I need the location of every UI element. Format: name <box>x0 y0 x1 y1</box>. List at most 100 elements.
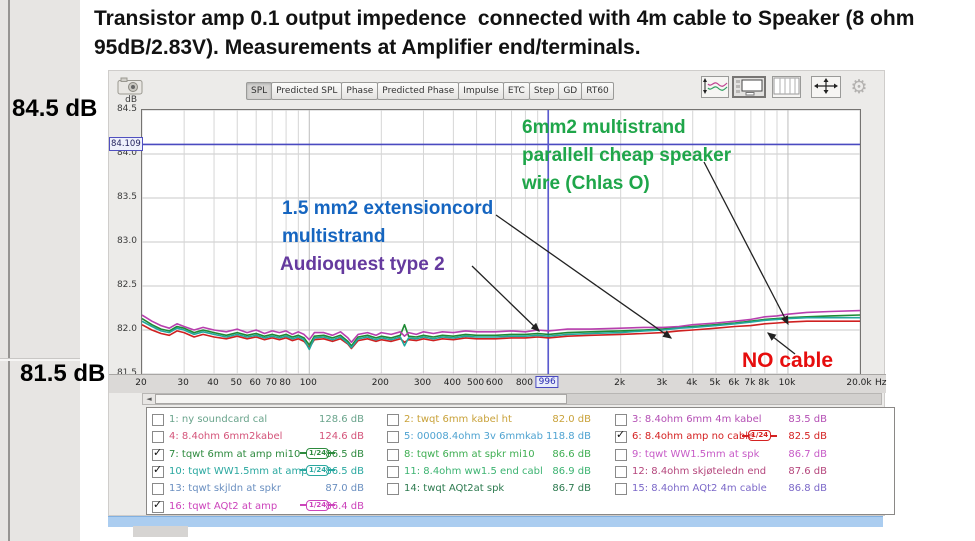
legend-item-12: 12: 8.4ohm skjøteledn end 87.6 dB <box>615 465 827 479</box>
legend-checkbox-9[interactable] <box>615 448 627 461</box>
x-tick-300: 300 <box>413 378 432 388</box>
legend-checkbox-2[interactable] <box>387 414 399 426</box>
y-axis-unit: dB <box>125 95 137 105</box>
legend-value: 83.5 dB <box>788 414 827 425</box>
legend-value: 86.5 dB <box>325 465 364 477</box>
checkmark-icon: ✓ <box>153 445 163 459</box>
graph-tab-bar: SPL Predicted SPL Phase Predicted Phase Impu… <box>246 78 614 100</box>
tab-impulse[interactable]: Impulse <box>458 82 504 100</box>
window-layout-icon[interactable] <box>732 76 766 98</box>
legend-label: 16: tqwt AQt2 at amp <box>169 500 278 512</box>
tab-predicted-phase[interactable]: Predicted Phase <box>377 82 460 100</box>
scrollbar-thumb[interactable] <box>155 394 567 404</box>
slide-title-line1: Transistor amp 0.1 output impedence conn… <box>94 7 915 30</box>
legend-item-14: 14: twqt AQt2at spk 86.7 dB <box>387 482 591 496</box>
y-tick-83.0: 83.0 <box>116 236 137 246</box>
annotation-text-4: NO cable <box>742 349 834 372</box>
legend-value: 118.8 dB <box>545 431 591 443</box>
x-tick-20.0k: 20.0k <box>846 378 872 388</box>
legend-label: 13: tqwt skjldn at spkr <box>169 483 281 495</box>
legend-checkbox-14[interactable] <box>387 483 399 496</box>
outer-bottom-scrollbar[interactable] <box>108 516 883 527</box>
legend-item-5: 5: 00008.4ohm 3v 6mmkab 118.8 dB <box>387 430 591 444</box>
legend-checkbox-12[interactable] <box>615 465 627 478</box>
x-tick-400: 400 <box>443 378 461 388</box>
left-gutter-panel <box>0 0 80 541</box>
legend-item-3: 3: 8.4ohm 6mm 4m kabel 83.5 dB <box>615 413 827 427</box>
legend-value: 86.4 dB <box>325 500 364 512</box>
smoothing-badge[interactable]: 1/24 <box>300 464 336 476</box>
x-tick-80: 80 <box>279 378 291 388</box>
tab-etc[interactable]: ETC <box>502 82 530 100</box>
legend-value: 86.9 dB <box>552 465 591 477</box>
pan-icon[interactable] <box>811 76 841 98</box>
tab-predicted-spl[interactable]: Predicted SPL <box>271 82 343 100</box>
tab-phase[interactable]: Phase <box>341 82 379 100</box>
camera-glyph <box>117 77 143 95</box>
legend-item-8: 8: tqwt 6mm at spkr mi10 86.6 dB <box>387 448 591 462</box>
legend-checkbox-3[interactable] <box>615 414 627 426</box>
x-tick-70: 70 <box>265 378 277 388</box>
slide-title-line2: 95dB/2.83V). Measurements at Amplifier e… <box>94 36 641 59</box>
y-tick-81.5: 81.5 <box>116 368 137 378</box>
x-tick-3k: 3k <box>656 378 668 388</box>
trace-controls-icon[interactable] <box>701 76 729 98</box>
trace-10 <box>141 316 860 351</box>
legend-item-9: 9: tqwt WW1.5mm at spk 86.7 dB <box>615 448 827 462</box>
legend-checkbox-8[interactable] <box>387 448 399 461</box>
plot-canvas <box>141 109 861 375</box>
legend-item-10: ✓ 10: tqwt WW1.5mm at amp 1/24 86.5 dB <box>152 463 364 479</box>
legend-item-4: 4: 8.4ohm 6mm2kabel 124.6 dB <box>152 430 364 444</box>
checkmark-icon: ✓ <box>153 497 163 511</box>
x-tick-20: 20 <box>135 378 147 388</box>
legend-value: 86.8 dB <box>788 483 827 495</box>
spl-plot[interactable]: 6mm2 multistrand parallell cheap speaker w… <box>141 109 861 375</box>
legend-item-16: ✓ 16: tqwt AQt2 at amp 1/24 86.4 dB <box>152 497 364 514</box>
horizontal-scrollbar[interactable]: ◄ <box>142 393 882 405</box>
legend-checkbox-11[interactable] <box>387 465 399 478</box>
legend-checkbox-4[interactable] <box>152 431 164 444</box>
level-marker-readout: 84.109 <box>109 137 143 151</box>
legend-label: 4: 8.4ohm 6mm2kabel <box>169 431 283 443</box>
legend-label: 3: 8.4ohm 6mm 4m kabel <box>632 414 762 425</box>
legend-checkbox-13[interactable] <box>152 483 164 496</box>
grid-icon[interactable] <box>772 76 801 98</box>
annotation-text-2: 1.5 mm2 extensioncord multistrand <box>282 198 494 247</box>
y-tick-82.5: 82.5 <box>116 280 137 290</box>
legend-item-15: 15: 8.4ohm AQt2 4m cable 86.8 dB <box>615 482 827 496</box>
settings-gear-icon[interactable]: ⚙ <box>848 76 870 98</box>
smoothing-badge[interactable]: 1/24 <box>300 499 336 511</box>
legend-label: 9: tqwt WW1.5mm at spk <box>632 448 760 460</box>
smoothing-badge[interactable]: 1/24 <box>300 447 336 459</box>
legend-label: 6: 8.4ohm amp no cable <box>632 431 755 443</box>
tab-rt60[interactable]: RT60 <box>581 82 614 100</box>
y-tick-84.0: 84.0 <box>116 148 137 158</box>
x-tick-60: 60 <box>249 378 261 388</box>
legend-label: 7: tqwt 6mm at amp mi10 <box>169 448 301 460</box>
cursor-frequency-readout: 996 <box>535 376 559 388</box>
tab-spl[interactable]: SPL <box>246 82 273 100</box>
legend-value: 87.0 dB <box>325 483 364 495</box>
legend-checkbox-15[interactable] <box>615 483 627 496</box>
legend-checkbox-7[interactable]: ✓ <box>152 445 164 461</box>
tab-step[interactable]: Step <box>528 82 560 100</box>
capture-icon[interactable] <box>117 77 143 95</box>
legend-label: 11: 8.4ohm ww1.5 end cabl <box>404 465 543 477</box>
legend-checkbox-5[interactable] <box>387 431 399 444</box>
legend-value: 128.6 dB <box>318 414 364 425</box>
smoothing-badge[interactable]: 1/24 <box>742 430 778 442</box>
x-tick-50: 50 <box>230 378 242 388</box>
legend-checkbox-6[interactable]: ✓ <box>615 428 627 444</box>
legend-checkbox-10[interactable]: ✓ <box>152 463 164 478</box>
x-tick-2k: 2k <box>614 378 626 388</box>
x-tick-4k: 4k <box>686 378 698 388</box>
y-tick-83.5: 83.5 <box>116 192 137 202</box>
legend-value: 82.5 dB <box>788 431 827 443</box>
legend-checkbox-16[interactable]: ✓ <box>152 497 164 513</box>
legend-item-2: 2: twqt 6mm kabel ht 82.0 dB <box>387 413 591 427</box>
slide-title: Transistor amp 0.1 output impedence conn… <box>94 4 969 62</box>
x-tick-800: 800 <box>515 378 534 388</box>
x-tick-100: 100 <box>299 378 317 388</box>
tab-gd[interactable]: GD <box>558 82 583 100</box>
legend-checkbox-1[interactable] <box>152 414 164 426</box>
